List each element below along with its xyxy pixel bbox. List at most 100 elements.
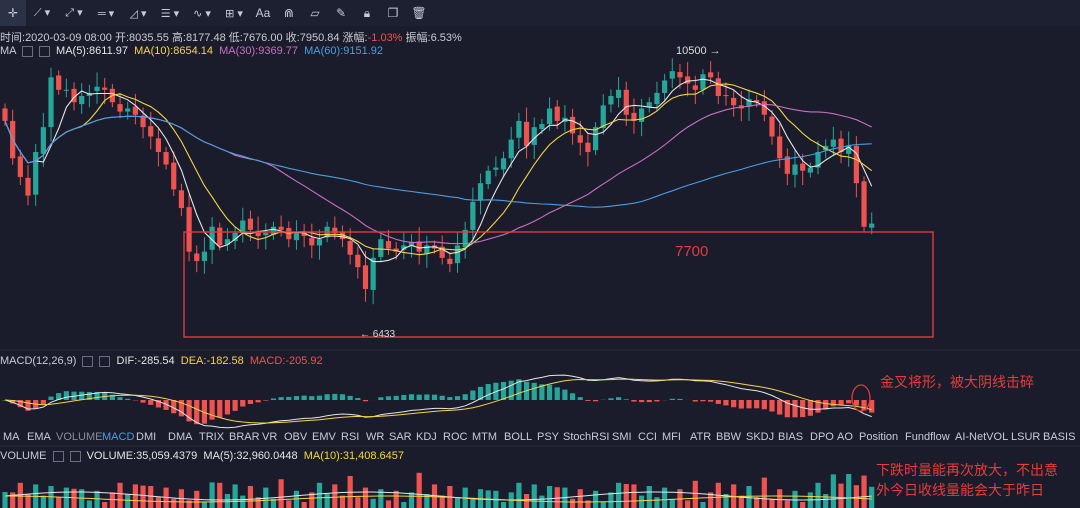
macd-bar: [255, 400, 261, 403]
volume-bar: [700, 502, 706, 508]
wave-icon[interactable]: ∿ ▾: [193, 7, 211, 20]
line-icon[interactable]: ⟋ ▾: [33, 7, 51, 19]
ray-icon[interactable]: ⤢ ▾: [65, 7, 83, 19]
indicator-tab-roc[interactable]: ROC: [443, 431, 468, 443]
indicator-tab-volume[interactable]: VOLUME: [56, 431, 103, 443]
indicator-tab-bias[interactable]: BIAS: [778, 431, 804, 443]
time-label: 时间:: [0, 32, 26, 44]
indicator-tab-wr[interactable]: WR: [366, 431, 385, 443]
indicator-tab-lsur[interactable]: LSUR: [1011, 431, 1041, 443]
close-icon[interactable]: [99, 355, 111, 367]
settings-icon[interactable]: [21, 45, 33, 57]
volume-bar: [769, 498, 775, 508]
indicator-tab-kdj[interactable]: KDJ: [416, 431, 437, 443]
macd-bar: [109, 394, 115, 400]
copy-icon[interactable]: ❐: [387, 6, 399, 20]
rect-icon[interactable]: ⊞ ▾: [225, 7, 243, 20]
volume-ma10-line: [5, 495, 872, 503]
indicator-tab-macd[interactable]: MACD: [102, 431, 135, 443]
indicator-tab-trix[interactable]: TRIX: [199, 431, 225, 443]
indicator-tab-dma[interactable]: DMA: [168, 431, 193, 443]
open-label: 开:: [114, 32, 130, 44]
candle-body: [278, 226, 284, 230]
macd-bar: [25, 400, 31, 411]
ma-label: MA: [0, 45, 16, 57]
indicator-tab-stochrsi[interactable]: StochRSI: [563, 431, 610, 443]
macd-value: MACD:-205.92: [249, 355, 323, 367]
candle-body: [408, 242, 415, 247]
ruler-icon[interactable]: ▱: [310, 6, 320, 20]
lock-icon[interactable]: 🔒︎: [363, 5, 371, 20]
close-icon[interactable]: [38, 45, 50, 57]
candle-body: [462, 229, 468, 248]
candle-body: [662, 80, 668, 93]
indicator-tab-ao[interactable]: AO: [837, 431, 853, 443]
indicator-tab-boll[interactable]: BOLL: [504, 431, 533, 443]
indicator-tab-brar[interactable]: BRAR: [229, 431, 260, 443]
candle-body: [309, 237, 315, 246]
indicator-tab-fundflow[interactable]: Fundflow: [905, 431, 950, 443]
indicator-tab-mfi[interactable]: MFI: [662, 431, 681, 443]
indicator-tab-basis[interactable]: BASIS: [1043, 431, 1076, 443]
indicator-tab-ai-netvol[interactable]: AI-NetVOL: [955, 431, 1009, 443]
indicator-tab-ema[interactable]: EMA: [27, 431, 51, 443]
dea-value: DEA:-182.58: [180, 355, 244, 367]
indicator-tab-rsi[interactable]: RSI: [341, 431, 360, 443]
macd-bar: [539, 384, 545, 400]
indicator-tab-atr[interactable]: ATR: [690, 431, 712, 443]
macd-bar: [186, 400, 192, 422]
indicator-tab-smi[interactable]: SMI: [612, 431, 632, 443]
volume-bar: [332, 484, 338, 508]
indicator-tab-vr[interactable]: VR: [262, 431, 278, 443]
indicator-tab-psy[interactable]: PSY: [537, 431, 560, 443]
pen-icon[interactable]: ✎: [335, 6, 347, 20]
indicator-tab-emv[interactable]: EMV: [312, 431, 336, 443]
indicator-tab-mtm[interactable]: MTM: [472, 431, 498, 443]
macd-bar: [17, 400, 23, 408]
macd-bar: [232, 400, 238, 411]
indicator-tab-bbw[interactable]: BBW: [716, 431, 742, 443]
settings-icon[interactable]: [52, 450, 64, 462]
volume-bar: [815, 482, 821, 508]
indicator-tab-dpo[interactable]: DPO: [810, 431, 834, 443]
candle-body: [830, 139, 836, 147]
candle-body: [546, 108, 553, 125]
indicator-tab-dmi[interactable]: DMI: [136, 431, 157, 443]
volume-bar: [385, 500, 392, 508]
magnet-icon[interactable]: ⋒: [283, 6, 295, 20]
macd-bar: [639, 400, 645, 403]
volume-bar: [355, 497, 361, 508]
close-icon[interactable]: [69, 450, 81, 462]
triangle-icon[interactable]: ◿ ▾: [129, 7, 147, 20]
volume-bar: [40, 495, 46, 508]
macd-bar: [500, 381, 507, 400]
volume-bar: [240, 495, 246, 508]
indicator-tab-sar[interactable]: SAR: [389, 431, 412, 443]
indicator-tab-cci[interactable]: CCI: [638, 431, 657, 443]
horizontal-line-icon[interactable]: ═ ▾: [97, 7, 115, 20]
indicator-tab-position[interactable]: Position: [859, 431, 899, 443]
volume-bar: [278, 479, 284, 508]
text-tool-button[interactable]: Aa: [255, 6, 271, 20]
volume-bar: [823, 494, 829, 508]
macd-bar: [217, 400, 223, 418]
candle-body: [316, 239, 323, 246]
candle-body: [715, 78, 721, 97]
indicator-tab-ma[interactable]: MA: [3, 431, 20, 443]
settings-icon[interactable]: [82, 355, 94, 367]
candle-body: [209, 226, 215, 250]
volume-bar: [546, 486, 553, 508]
indicator-tab-skdj[interactable]: SKDJ: [746, 431, 775, 443]
trash-icon[interactable]: 🗑︎: [411, 6, 427, 20]
macd-bar: [86, 391, 92, 400]
candle-body: [769, 116, 775, 137]
candle-body: [186, 207, 192, 252]
indicator-tab-obv[interactable]: OBV: [284, 431, 308, 443]
parallel-icon[interactable]: ☰ ▾: [160, 7, 180, 20]
macd-bar: [171, 400, 177, 414]
volume-bar: [102, 502, 108, 508]
crosshair-icon[interactable]: ✛: [0, 0, 26, 26]
volume-annotation-1: 下跌时量能再次放大，不出意: [876, 463, 1058, 479]
candle-body: [140, 115, 146, 128]
